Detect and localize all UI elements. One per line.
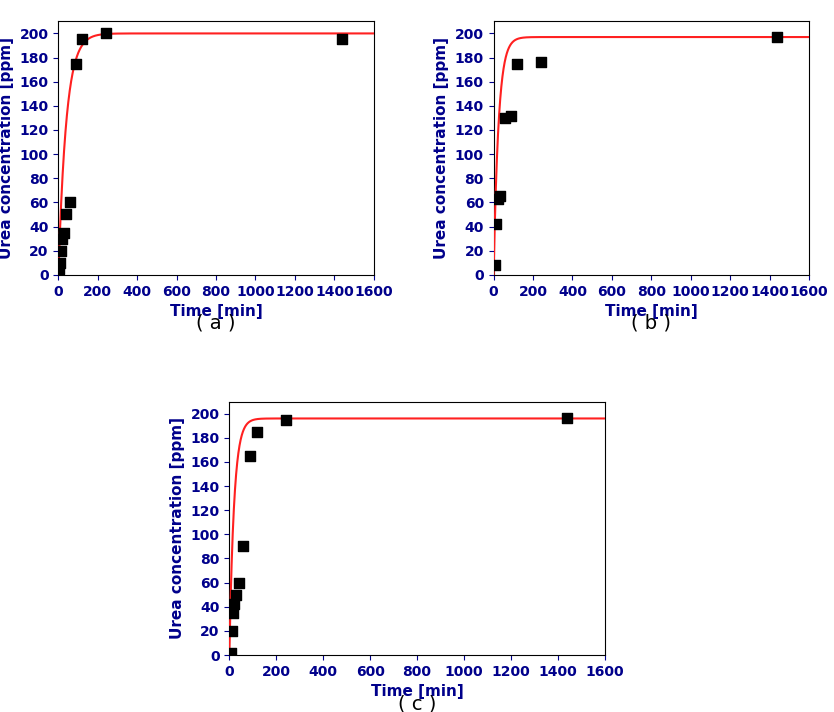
Point (226, 607, 239, 619)
Y-axis label: Urea concentration [ppm]: Urea concentration [ppm] (435, 37, 450, 259)
X-axis label: Time [min]: Time [min] (370, 684, 464, 699)
Point (99, 28, 113, 39)
Point (237, 540, 250, 552)
Point (69, 58, 83, 69)
Point (491, 193, 505, 204)
Text: ( a ): ( a ) (196, 314, 236, 333)
Point (499, 112, 512, 124)
Point (505, 110, 518, 121)
Point (510, 58, 524, 69)
Point (279, 414, 293, 425)
Point (560, 413, 574, 424)
Point (489, 219, 502, 230)
Point (488, 259, 501, 271)
Point (229, 589, 243, 600)
Point (53, 257, 67, 268)
Point (63, 197, 77, 208)
X-axis label: Time [min]: Time [min] (605, 304, 698, 319)
Point (58, 227, 71, 239)
Point (335, 33, 349, 45)
Point (771, 31, 784, 43)
Point (493, 191, 506, 202)
Point (232, 577, 245, 588)
X-axis label: Time [min]: Time [min] (169, 304, 263, 319)
Point (251, 426, 264, 437)
Point (244, 450, 257, 461)
Point (56, 233, 69, 244)
Y-axis label: Urea concentration [ppm]: Urea concentration [ppm] (170, 417, 185, 639)
Text: ( b ): ( b ) (631, 314, 671, 333)
Y-axis label: Urea concentration [ppm]: Urea concentration [ppm] (0, 37, 14, 259)
Point (535, 57, 548, 68)
Point (53, 263, 66, 275)
Point (225, 625, 239, 637)
Point (224, 647, 237, 659)
Point (75, 33, 88, 45)
Text: ( c ): ( c ) (398, 694, 436, 712)
Point (59, 209, 73, 220)
Point (228, 599, 241, 610)
Point (55, 245, 68, 256)
